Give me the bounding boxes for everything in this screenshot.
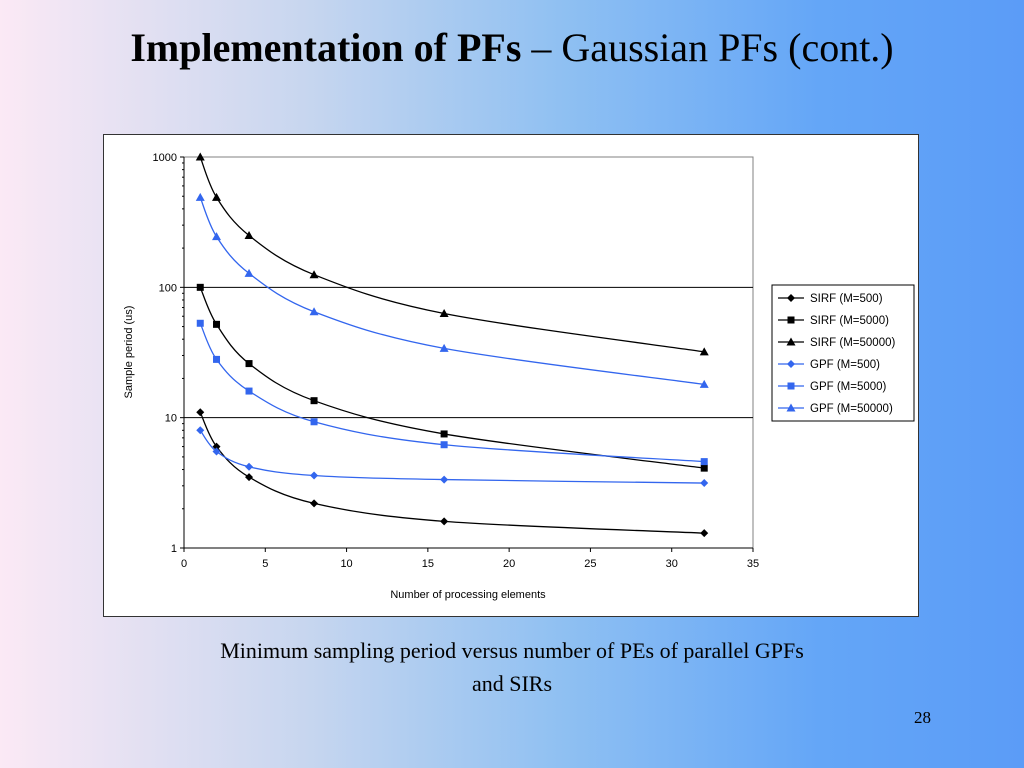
x-tick-label: 35 [747,558,759,570]
legend-label: SIRF (M=50000) [810,337,895,349]
legend-label: GPF (M=50000) [810,403,893,415]
data-point [440,517,449,526]
data-point [699,379,709,388]
data-point [196,283,204,291]
data-point [310,499,319,508]
legend-label: SIRF (M=5000) [810,315,889,327]
x-tick-label: 30 [666,558,678,570]
series-3 [195,152,709,356]
x-tick-label: 10 [340,558,352,570]
legend-box [771,284,915,422]
x-tick-label: 25 [584,558,596,570]
legend-marker [787,382,795,390]
y-tick-label: 100 [159,282,177,294]
series-4 [196,426,709,488]
data-point [310,471,319,480]
series-6 [195,192,709,388]
data-point [439,308,449,317]
data-point [310,418,318,426]
series-2 [196,283,708,472]
legend-entry: GPF (M=500) [778,359,880,371]
legend-label: SIRF (M=500) [810,293,883,305]
data-point [244,230,254,239]
slide-caption: Minimum sampling period versus number of… [112,634,912,700]
legend-marker [786,337,796,346]
y-tick-label: 1000 [153,152,177,164]
data-point [245,462,254,471]
data-point [245,387,253,395]
data-point [440,441,448,449]
data-point [212,232,222,241]
slide-title: Implementation of PFs – Gaussian PFs (co… [0,24,1024,71]
legend-marker [787,294,795,302]
series-5 [196,319,708,466]
y-tick-label: 10 [165,413,177,425]
data-point [245,360,253,368]
data-point [244,268,254,277]
data-point [309,307,319,316]
line-chart: 1 10 100 1000 0 5 10 15 20 25 30 35 Sample period (… [123,152,915,601]
data-point [309,270,319,279]
caption-line-1: Minimum sampling period versus number of… [220,638,804,663]
data-point [245,473,254,482]
title-rest: – Gaussian PFs (cont.) [521,25,894,70]
data-point [700,529,709,538]
x-tick-label: 0 [181,558,187,570]
legend-entry: SIRF (M=500) [778,293,883,305]
legend-label: GPF (M=500) [810,359,880,371]
legend-entry: SIRF (M=5000) [778,315,889,327]
legend-entry: GPF (M=50000) [778,403,893,415]
data-point [700,479,709,488]
data-point [310,397,318,405]
data-point [699,347,709,356]
data-point [212,192,222,201]
data-point [439,343,449,352]
x-tick-label: 5 [262,558,268,570]
y-tick-label: 1 [171,543,177,555]
data-point [212,447,221,456]
data-point [700,458,708,466]
title-bold: Implementation of PFs [130,25,522,70]
x-tick-label: 15 [422,558,434,570]
data-point [196,319,204,327]
data-point [213,320,221,328]
caption-line-2: and SIRs [471,671,553,696]
page-number: 28 [914,708,931,727]
legend-entry: GPF (M=5000) [778,381,887,393]
x-tick-label: 20 [503,558,515,570]
y-axis-label: Sample period (us) [123,306,135,399]
data-point [700,464,708,472]
x-axis-label: Number of processing elements [390,589,546,601]
data-point [195,192,205,201]
data-point [213,355,221,363]
series-1 [196,408,709,538]
data-point [195,152,205,161]
legend-marker [786,403,796,412]
data-point [196,426,205,435]
data-point [440,430,448,438]
legend-marker [787,360,795,368]
legend-marker [787,316,795,324]
legend-entry: SIRF (M=50000) [778,337,895,349]
data-point [440,475,449,484]
legend-label: GPF (M=5000) [810,381,887,393]
chart-container: 1 10 100 1000 0 5 10 15 20 25 30 35 Sample period (… [103,134,919,617]
data-point [212,442,221,451]
data-point [196,408,205,417]
